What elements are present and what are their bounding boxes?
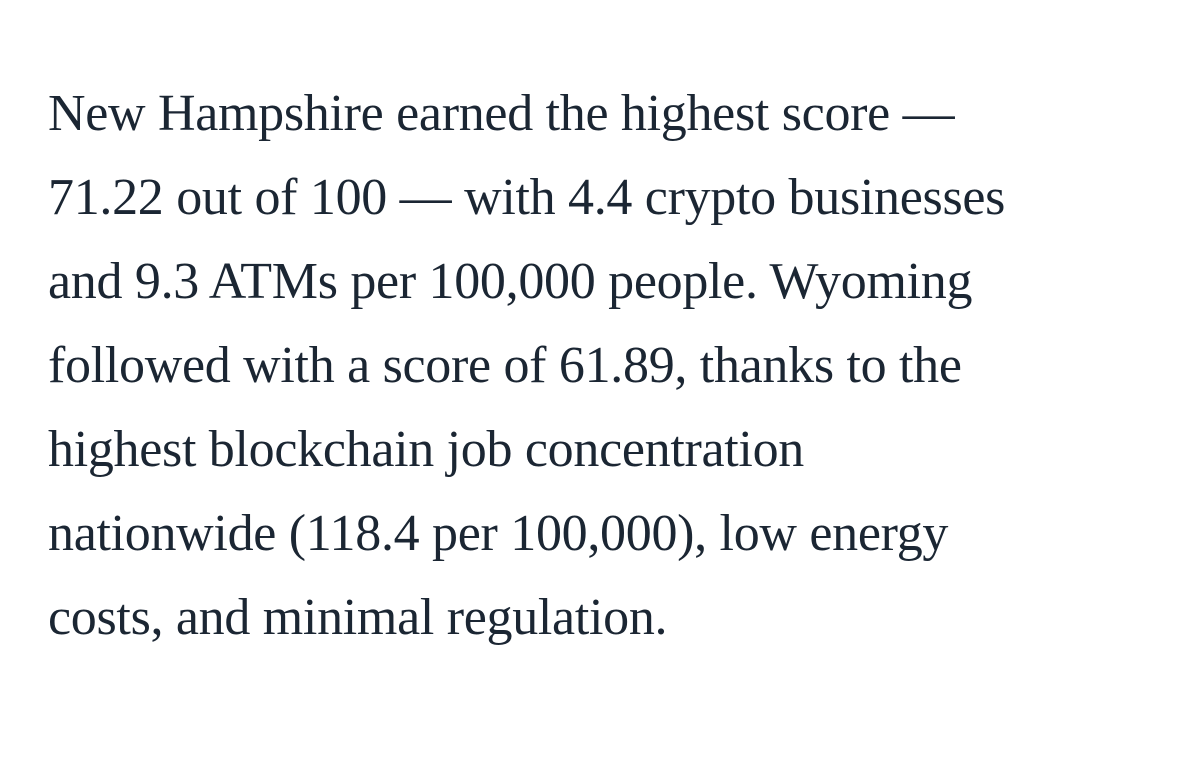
- paragraph-line: and 9.3 ATMs per 100,000 people. Wyoming: [48, 253, 973, 310]
- paragraph-line: followed with a score of 61.89, thanks t…: [48, 337, 962, 394]
- paragraph-line: highest blockchain job concentration: [48, 421, 804, 478]
- paragraph-line: nationwide (118.4 per 100,000), low ener…: [48, 505, 949, 562]
- paragraph-line: costs, and minimal regulation.: [48, 589, 668, 646]
- paragraph-line: 71.22 out of 100 — with 4.4 crypto busin…: [48, 169, 1006, 226]
- paragraph-line: New Hampshire earned the highest score —: [48, 85, 955, 142]
- article-paragraph: New Hampshire earned the highest score —…: [48, 72, 1133, 660]
